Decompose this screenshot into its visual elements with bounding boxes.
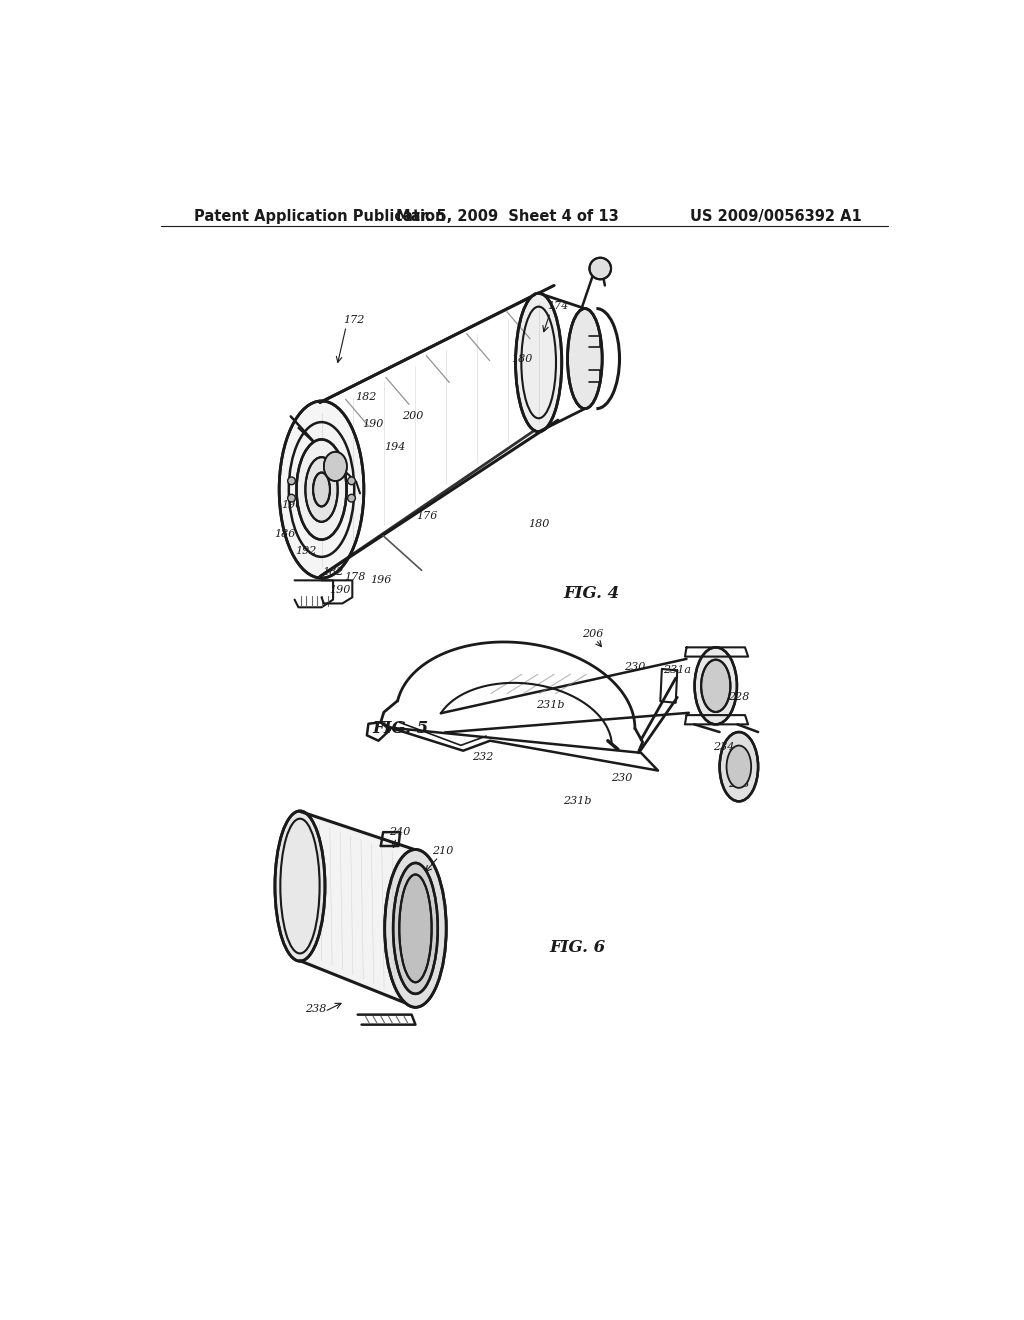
Polygon shape <box>300 813 416 1005</box>
Text: 230: 230 <box>611 774 633 783</box>
Text: 228: 228 <box>728 693 750 702</box>
Text: 186: 186 <box>273 529 295 539</box>
Ellipse shape <box>720 733 758 801</box>
Text: Patent Application Publication: Patent Application Publication <box>194 209 445 223</box>
Text: 240: 240 <box>389 828 411 837</box>
Text: 238: 238 <box>305 1005 326 1014</box>
Text: 228: 228 <box>728 779 750 788</box>
Ellipse shape <box>348 477 355 484</box>
Ellipse shape <box>305 457 338 521</box>
Ellipse shape <box>727 746 752 788</box>
Ellipse shape <box>385 850 446 1007</box>
Text: 231b: 231b <box>563 796 592 807</box>
Text: 230: 230 <box>625 661 645 672</box>
Text: 231a: 231a <box>664 665 691 676</box>
Ellipse shape <box>515 293 562 432</box>
Text: 206: 206 <box>582 630 603 639</box>
Text: 190: 190 <box>362 418 384 429</box>
Text: 182: 182 <box>323 566 344 577</box>
Ellipse shape <box>274 810 325 961</box>
Text: 180: 180 <box>528 519 549 529</box>
Ellipse shape <box>393 863 438 994</box>
Ellipse shape <box>288 477 295 484</box>
Text: 192: 192 <box>296 546 316 556</box>
Text: 194: 194 <box>384 442 406 453</box>
Text: 176: 176 <box>417 511 437 521</box>
Text: Mar. 5, 2009  Sheet 4 of 13: Mar. 5, 2009 Sheet 4 of 13 <box>396 209 620 223</box>
Text: 174: 174 <box>547 301 568 312</box>
Text: 194: 194 <box>318 450 340 459</box>
Text: 196: 196 <box>282 500 303 510</box>
Text: 196: 196 <box>370 576 391 585</box>
Ellipse shape <box>324 451 347 480</box>
Text: 172: 172 <box>343 315 365 325</box>
Ellipse shape <box>280 401 364 578</box>
Ellipse shape <box>348 494 355 502</box>
Text: FIG. 5: FIG. 5 <box>372 719 428 737</box>
Text: 234: 234 <box>713 742 734 752</box>
Text: FIG. 4: FIG. 4 <box>563 585 620 602</box>
Text: 232: 232 <box>472 752 494 763</box>
Text: 190: 190 <box>330 585 350 594</box>
Ellipse shape <box>297 440 346 540</box>
Ellipse shape <box>694 647 737 725</box>
Ellipse shape <box>701 660 730 711</box>
Text: FIG. 6: FIG. 6 <box>549 939 605 956</box>
Text: 231b: 231b <box>536 700 564 710</box>
Ellipse shape <box>590 257 611 280</box>
Text: 210: 210 <box>432 846 453 857</box>
Ellipse shape <box>399 875 432 982</box>
Text: 182: 182 <box>354 392 376 403</box>
Ellipse shape <box>313 473 330 507</box>
Ellipse shape <box>288 494 295 502</box>
Text: 178: 178 <box>345 572 367 582</box>
Ellipse shape <box>567 309 602 409</box>
Text: 192: 192 <box>306 473 328 483</box>
Text: US 2009/0056392 A1: US 2009/0056392 A1 <box>690 209 862 223</box>
Text: 180: 180 <box>511 354 532 363</box>
Text: 200: 200 <box>402 412 424 421</box>
